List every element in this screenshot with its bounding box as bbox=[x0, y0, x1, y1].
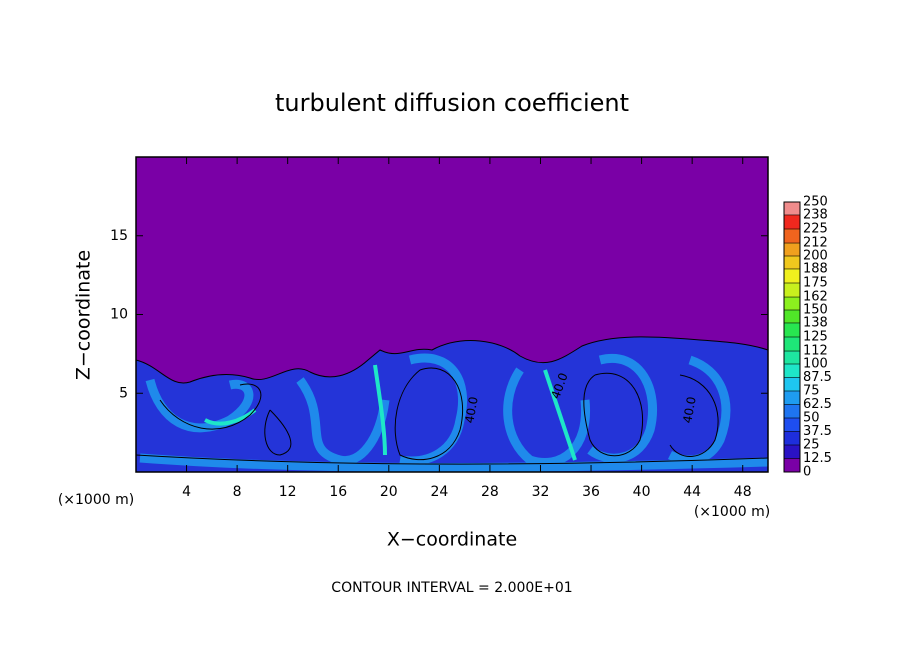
colorbar-swatch bbox=[784, 229, 800, 244]
y-tick-label: 10 bbox=[110, 307, 128, 323]
colorbar-label: 62.5 bbox=[803, 397, 832, 412]
colorbar-label: 225 bbox=[803, 222, 828, 237]
colorbar-swatch bbox=[784, 283, 800, 298]
x-tick-label: 32 bbox=[532, 484, 550, 500]
colorbar-swatch bbox=[784, 337, 800, 352]
y-tick-label: 15 bbox=[110, 228, 128, 244]
x-tick-label: 28 bbox=[481, 484, 499, 500]
colorbar-label: 12.5 bbox=[803, 451, 832, 466]
colorbar-label: 37.5 bbox=[803, 424, 832, 439]
colorbar-swatch bbox=[784, 310, 800, 323]
colorbar-swatch bbox=[784, 268, 800, 283]
contour-label: 40.0 bbox=[680, 396, 698, 425]
y-axis-label: Z−coordinate bbox=[73, 250, 95, 380]
colorbar-label: 212 bbox=[803, 236, 828, 251]
x-tick-label: 24 bbox=[430, 484, 448, 500]
x-tick-label: 8 bbox=[233, 484, 242, 500]
colorbar-label: 250 bbox=[803, 195, 828, 210]
colorbar-swatch bbox=[784, 243, 800, 256]
colorbar-swatch bbox=[784, 431, 800, 445]
y-tick-label: 5 bbox=[119, 385, 128, 401]
colorbar-swatch bbox=[784, 418, 800, 432]
colorbar-label: 162 bbox=[803, 290, 828, 305]
footer-note: CONTOUR INTERVAL = 2.000E+01 bbox=[331, 580, 572, 596]
colorbar-label: 50 bbox=[803, 411, 820, 426]
x-tick-label: 12 bbox=[279, 484, 297, 500]
colorbar-swatch bbox=[784, 351, 800, 364]
contour-lines bbox=[136, 367, 768, 465]
colorbar-label: 75 bbox=[803, 384, 820, 399]
x-unit-label: (×1000 m) bbox=[58, 492, 134, 508]
colorbar-label: 125 bbox=[803, 330, 828, 345]
colorbar-swatch bbox=[784, 297, 800, 310]
colorbar-swatch bbox=[784, 458, 800, 472]
colorbar-swatch bbox=[784, 214, 800, 229]
colorbar-label: 150 bbox=[803, 303, 828, 318]
colorbar-swatch bbox=[784, 377, 800, 391]
x-tick-label: 4 bbox=[182, 484, 191, 500]
field bbox=[136, 157, 768, 472]
chart-title: turbulent diffusion coefficient bbox=[275, 89, 629, 117]
x-tick-label: 20 bbox=[380, 484, 398, 500]
colorbar-swatch bbox=[784, 391, 800, 405]
contour-label: 40.0 bbox=[462, 396, 480, 425]
colorbar-label: 112 bbox=[803, 344, 828, 359]
x-tick-label: 44 bbox=[683, 484, 701, 500]
colorbar-label: 100 bbox=[803, 357, 828, 372]
colorbar-label: 238 bbox=[803, 207, 828, 222]
colorbar-swatch bbox=[784, 322, 800, 337]
colorbar-label: 87.5 bbox=[803, 370, 832, 385]
x-unit-label: (×1000 m) bbox=[694, 504, 770, 520]
colorbar-label: 175 bbox=[803, 276, 828, 291]
x-tick-label: 40 bbox=[633, 484, 651, 500]
colorbar-label: 138 bbox=[803, 315, 828, 330]
x-axis-label: X−coordinate bbox=[387, 529, 517, 551]
x-tick-label: 48 bbox=[734, 484, 752, 500]
colorbar-label: 25 bbox=[803, 438, 820, 453]
colorbar-swatch bbox=[784, 202, 800, 215]
colorbar-swatch bbox=[784, 404, 800, 418]
colorbar-swatch bbox=[784, 256, 800, 269]
turbulent-region bbox=[136, 336, 768, 472]
swirl-highlights bbox=[204, 364, 577, 461]
x-tick-label: 36 bbox=[582, 484, 600, 500]
colorbar-label: 188 bbox=[803, 261, 828, 276]
colorbar-swatch bbox=[784, 364, 800, 378]
colorbar-swatch bbox=[784, 445, 800, 459]
x-tick-label: 16 bbox=[329, 484, 347, 500]
colorbar-label: 200 bbox=[803, 249, 828, 264]
colorbar-label: 0 bbox=[803, 465, 811, 480]
